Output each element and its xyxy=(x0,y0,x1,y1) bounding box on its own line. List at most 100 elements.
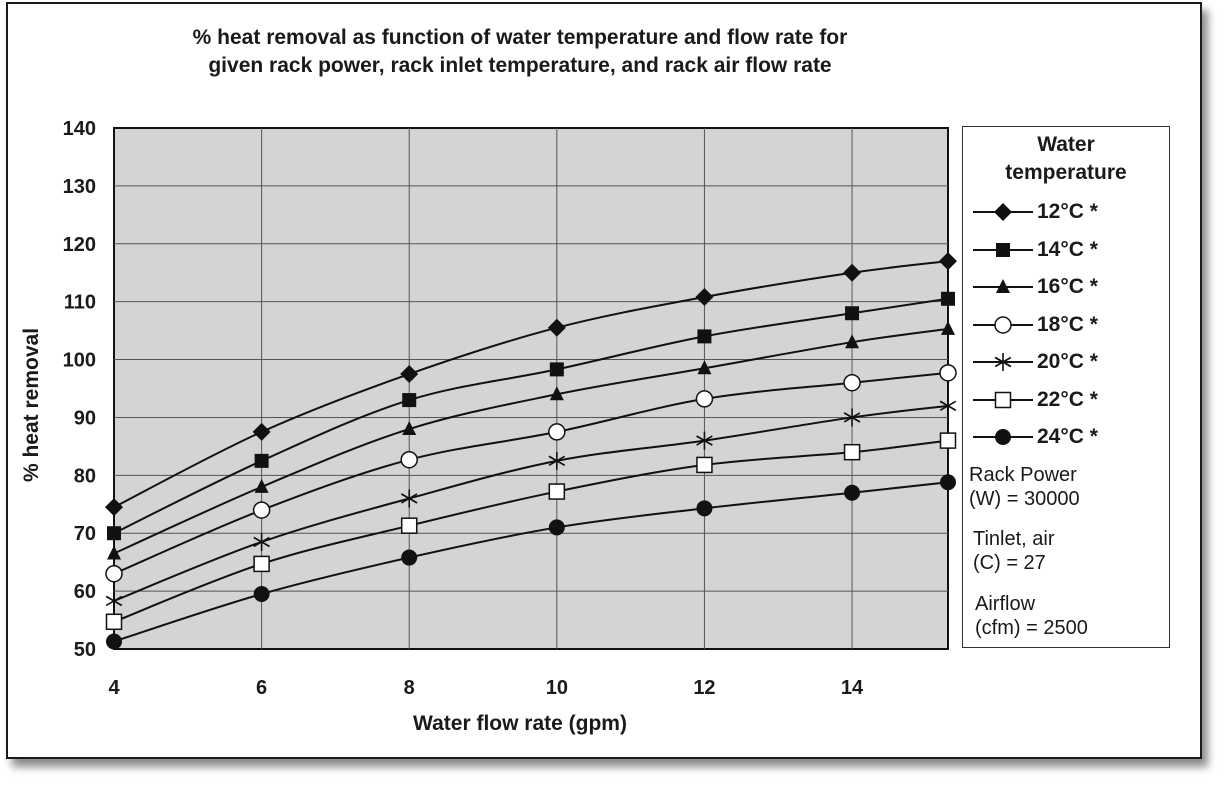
data-point-1-2 xyxy=(402,393,417,408)
legend-marker-1 xyxy=(996,242,1010,257)
data-point-6-0 xyxy=(106,633,122,650)
data-point-6-6 xyxy=(940,474,956,491)
data-point-5-6 xyxy=(939,432,957,449)
x-tick-label-10: 10 xyxy=(546,677,568,699)
legend-item-2: 16°C * xyxy=(969,272,1165,302)
legend-label-6: 24°C * xyxy=(1037,425,1098,448)
data-point-5-0 xyxy=(105,613,123,631)
data-point-1-1 xyxy=(254,453,269,468)
x-axis-label: Water flow rate (gpm) xyxy=(413,712,627,735)
x-tick-label-6: 6 xyxy=(256,677,267,699)
data-point-0-4 xyxy=(695,288,714,307)
data-point-2-1 xyxy=(254,478,269,493)
rack-power-note: Rack Power (W) = 30000 xyxy=(969,463,1080,511)
legend-swatch-6 xyxy=(973,429,1033,445)
data-point-0-6 xyxy=(939,252,957,271)
data-point-3-0 xyxy=(105,564,123,583)
y-tick-label-100: 100 xyxy=(63,350,96,372)
inlet-temp-value: (C) = 27 xyxy=(973,552,1046,574)
x-tick-label-14: 14 xyxy=(841,677,864,699)
plot-area xyxy=(113,127,949,650)
series-markers-3 xyxy=(105,364,957,583)
legend-swatch-5 xyxy=(973,391,1033,408)
data-point-5-1 xyxy=(253,555,270,573)
chart-title-line-1: % heat removal as function of water temp… xyxy=(193,26,848,49)
legend-marker-6 xyxy=(995,429,1011,445)
data-point-3-4 xyxy=(695,390,714,408)
inlet-temp-label: Tinlet, air xyxy=(973,528,1055,550)
y-tick-label-70: 70 xyxy=(74,523,96,545)
data-point-4-0 xyxy=(105,591,123,610)
legend-title-line-2: temperature xyxy=(1005,161,1127,184)
y-tick-label-120: 120 xyxy=(63,234,96,256)
legend-title-line-1: Water xyxy=(1037,133,1095,156)
x-tick-labels: 4 6 8 10 12 14 xyxy=(108,677,864,699)
data-point-3-1 xyxy=(252,501,271,519)
data-point-5-3 xyxy=(548,483,566,500)
y-tick-label-130: 130 xyxy=(63,176,96,198)
legend-swatch-1 xyxy=(973,242,1033,257)
legend-label-0: 12°C * xyxy=(1037,200,1098,223)
legend-swatch-3 xyxy=(973,315,1033,334)
airflow-note: Airflow (cfm) = 2500 xyxy=(975,592,1088,640)
rack-power-label: Rack Power xyxy=(969,464,1077,486)
series-markers-1 xyxy=(107,291,955,541)
data-point-5-2 xyxy=(400,517,418,534)
data-point-2-6 xyxy=(941,320,955,335)
legend-label-1: 14°C * xyxy=(1037,237,1098,261)
legend-label-4: 20°C * xyxy=(1037,350,1098,373)
y-tick-label-110: 110 xyxy=(64,292,96,314)
series-markers-5 xyxy=(105,432,957,631)
data-point-6-2 xyxy=(401,549,418,566)
series-markers-0 xyxy=(105,252,957,517)
data-point-4-3 xyxy=(548,451,566,470)
data-point-4-6 xyxy=(939,396,957,415)
airflow-value: (cfm) = 2500 xyxy=(975,617,1088,639)
data-point-6-5 xyxy=(844,484,861,501)
data-point-0-2 xyxy=(400,365,419,384)
data-point-4-4 xyxy=(696,431,713,450)
data-point-1-4 xyxy=(697,329,712,344)
data-point-1-5 xyxy=(845,306,860,321)
data-point-1-3 xyxy=(549,362,564,377)
data-point-4-2 xyxy=(400,489,418,508)
legend-swatch-4 xyxy=(973,353,1033,371)
data-point-3-2 xyxy=(400,450,418,469)
data-point-4-5 xyxy=(843,408,861,427)
legend-marker-2 xyxy=(996,279,1010,293)
legend-item-1: 14°C * xyxy=(969,235,1165,265)
y-axis-label: % heat removal xyxy=(20,328,43,482)
airflow-label: Airflow xyxy=(975,593,1036,615)
x-tick-label-12: 12 xyxy=(693,677,715,699)
x-tick-label-8: 8 xyxy=(404,677,415,699)
series-markers-4 xyxy=(105,396,957,610)
y-tick-label-50: 50 xyxy=(74,639,96,661)
data-point-2-4 xyxy=(697,360,712,375)
legend-item-5: 22°C * xyxy=(969,385,1165,415)
y-tick-label-60: 60 xyxy=(74,581,96,603)
chart-title-line-2: given rack power, rack inlet temperature… xyxy=(208,54,831,77)
legend-marker-0 xyxy=(994,203,1012,221)
y-tick-label-90: 90 xyxy=(74,407,96,429)
data-point-6-3 xyxy=(548,519,565,536)
series-markers xyxy=(105,252,957,650)
legend-label-3: 18°C * xyxy=(1037,312,1098,336)
data-point-3-5 xyxy=(843,373,861,392)
legend-item-0: 12°C * xyxy=(969,197,1165,227)
data-point-3-3 xyxy=(548,423,566,441)
legend: Water temperature 12°C * 14°C * 16°C * 18°C… xyxy=(962,126,1170,648)
data-point-2-5 xyxy=(845,334,860,349)
legend-marker-4 xyxy=(994,353,1012,371)
data-point-0-0 xyxy=(105,498,123,517)
data-point-5-5 xyxy=(843,443,861,461)
legend-marker-3 xyxy=(994,315,1012,334)
data-point-0-1 xyxy=(252,422,271,441)
data-point-6-1 xyxy=(253,586,270,603)
y-tick-label-140: 140 xyxy=(63,118,96,140)
x-tick-label-4: 4 xyxy=(108,677,120,699)
y-tick-labels: 50 60 70 80 90 100 110 120 130 140 xyxy=(63,118,96,661)
data-point-2-2 xyxy=(402,421,417,436)
data-point-6-4 xyxy=(696,500,713,517)
series-markers-6 xyxy=(106,474,956,650)
